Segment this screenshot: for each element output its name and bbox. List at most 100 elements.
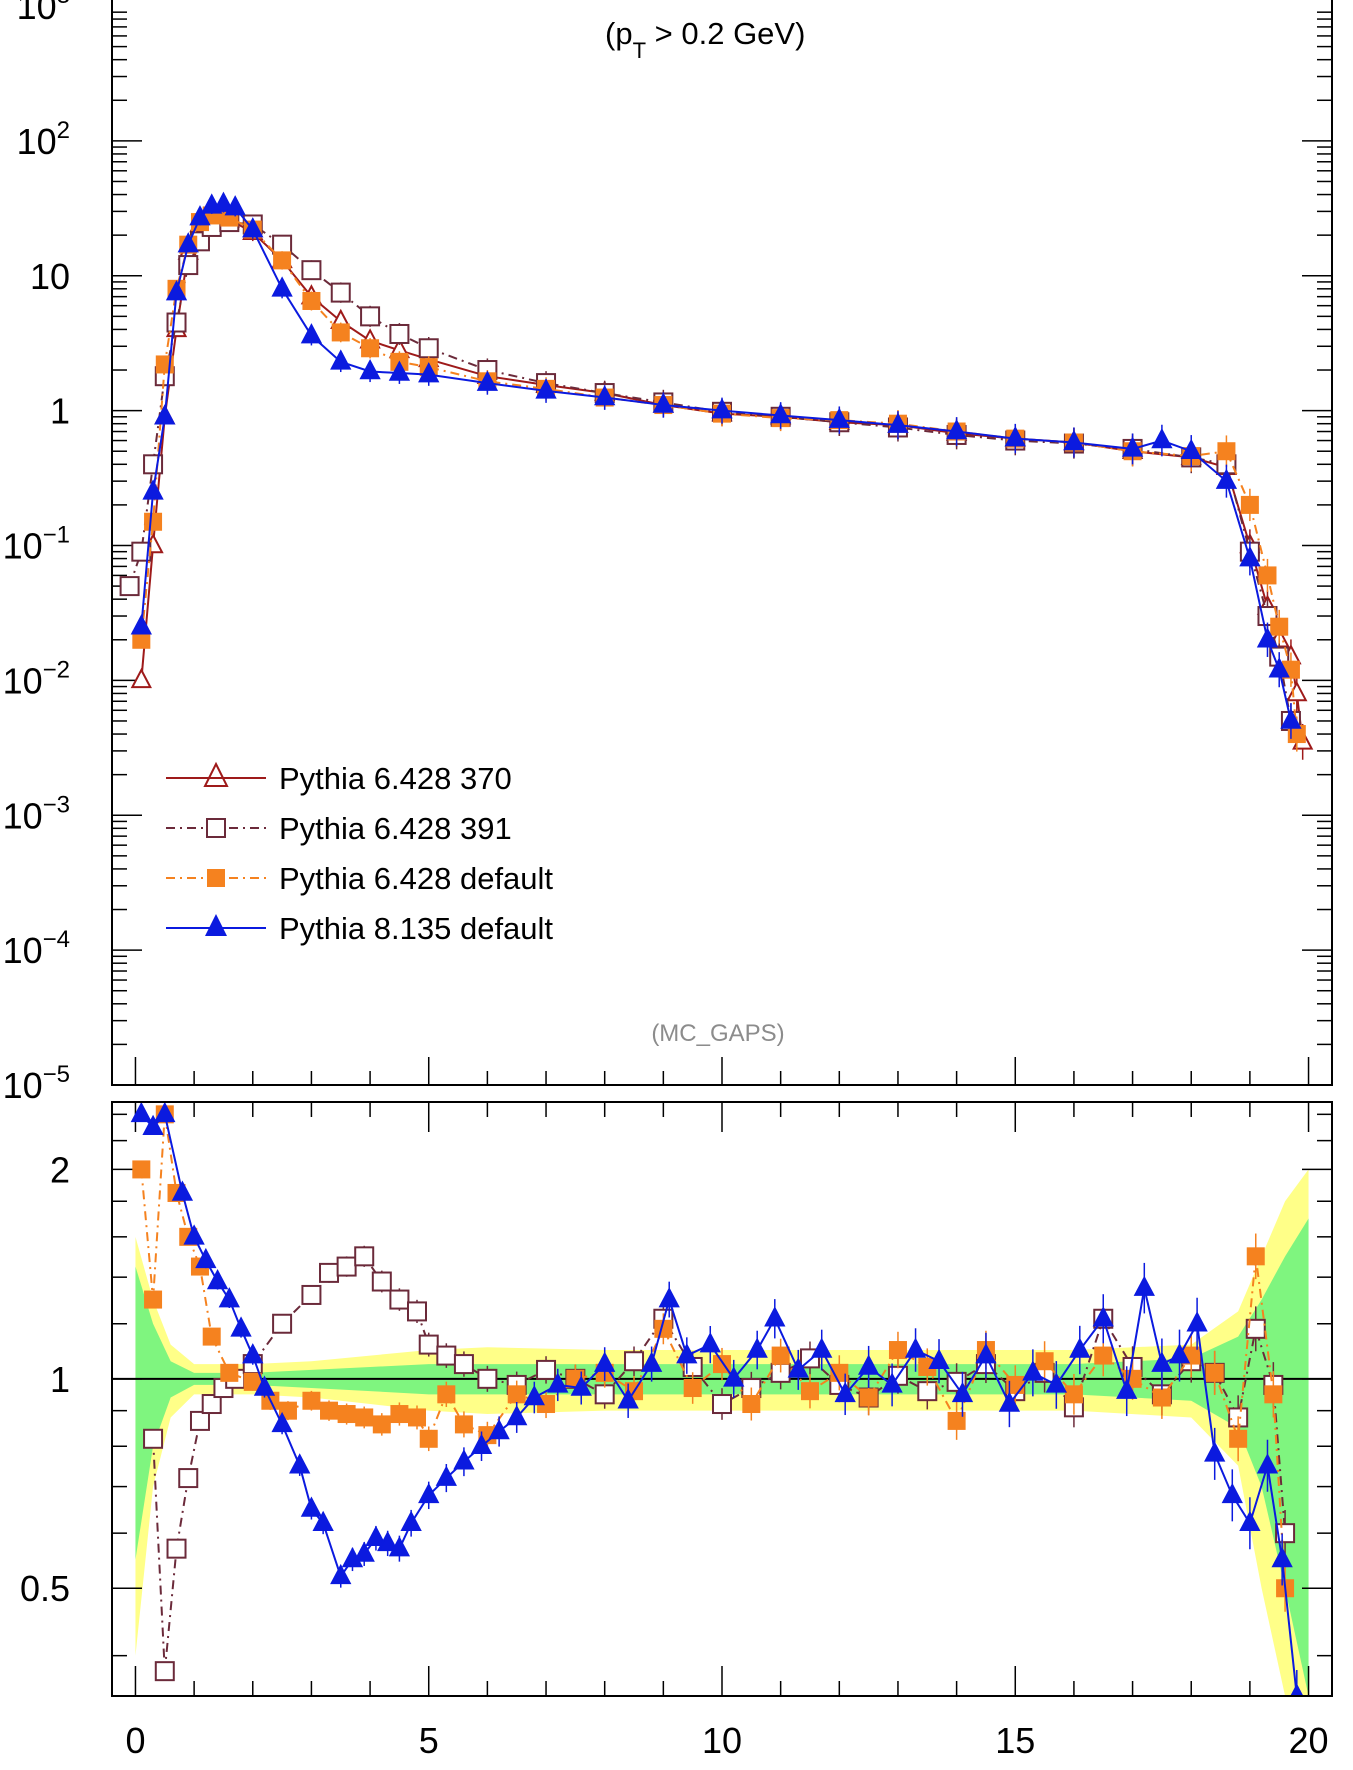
data-point [1205, 1363, 1224, 1382]
data-point [951, 1381, 974, 1403]
legend-entry-pythia8-default: Pythia 8.135 default [166, 911, 553, 946]
data-point [1180, 438, 1202, 459]
data-point [1064, 1385, 1083, 1404]
legend-label: Pythia 6.428 370 [279, 761, 512, 796]
data-point [1287, 725, 1306, 744]
data-point [454, 1415, 473, 1434]
data-point [1092, 1306, 1114, 1327]
data-point [594, 1384, 615, 1405]
y-tick-label: 102 [17, 117, 70, 162]
data-point [712, 1394, 732, 1415]
data-point [1256, 1453, 1279, 1474]
data-point [453, 1449, 475, 1470]
data-point [132, 630, 151, 649]
data-point [834, 1381, 856, 1403]
data-point [945, 419, 968, 440]
y-tick-label: 10−4 [3, 926, 70, 971]
main-axis-ticks [112, 11, 1332, 1086]
x-tick-label: 5 [419, 1720, 439, 1761]
data-point [119, 576, 140, 597]
data-point [183, 1224, 205, 1245]
data-point [178, 1468, 199, 1489]
data-point [1152, 1388, 1171, 1407]
data-point [859, 1388, 878, 1407]
data-point [746, 1337, 768, 1358]
data-point [928, 1348, 950, 1369]
data-point [658, 1287, 680, 1308]
ratio-plot-frame [111, 1101, 1333, 1697]
data-point [400, 1510, 422, 1532]
main-series-1 [119, 212, 1301, 739]
x-tick-label: 10 [702, 1720, 742, 1761]
ratio-series-line [152, 1255, 1287, 1672]
data-point [302, 1391, 321, 1410]
data-point [888, 1341, 907, 1360]
data-point [507, 1385, 526, 1404]
data-point [1239, 1510, 1261, 1532]
ratio-frame-border [111, 1101, 1333, 1697]
main-series-2 [132, 206, 1306, 752]
cut-annotation: (pT > 0.2 GeV) [605, 16, 805, 63]
data-point [388, 1536, 411, 1557]
data-point [1186, 1311, 1208, 1332]
data-point [359, 359, 381, 380]
data-point [570, 1375, 592, 1396]
data-point [320, 1401, 339, 1420]
open-square-marker-icon [206, 818, 226, 838]
data-point [189, 205, 211, 226]
data-point [220, 1363, 239, 1382]
data-point [652, 392, 675, 413]
data-point [523, 1385, 545, 1406]
data-point [881, 1372, 903, 1393]
data-point [1290, 1683, 1304, 1696]
data-point [371, 1271, 392, 1292]
data-point [771, 1346, 790, 1365]
legend-label: Pythia 6.428 391 [279, 811, 512, 846]
data-point [389, 1289, 410, 1310]
data-point [506, 1404, 528, 1426]
data-point [130, 1102, 152, 1123]
data-point [154, 1661, 175, 1682]
data-point [407, 1301, 427, 1322]
legend-label: Pythia 6.428 default [279, 861, 553, 896]
data-point [388, 360, 411, 381]
y-tick-label: 103 [17, 0, 70, 27]
data-point [617, 1388, 639, 1409]
data-point [676, 1343, 698, 1364]
data-point [769, 403, 792, 424]
data-point [142, 479, 164, 500]
data-point [372, 1415, 391, 1434]
data-point [1168, 1343, 1191, 1364]
data-point [723, 1366, 745, 1387]
data-point [154, 1102, 176, 1123]
data-point [331, 323, 350, 342]
data-point [1258, 566, 1277, 585]
y-tick-label: 10−3 [3, 791, 70, 836]
data-point [1133, 1275, 1155, 1296]
data-point [354, 1246, 375, 1267]
main-plot-frame [111, 0, 1333, 1086]
data-point [171, 1180, 194, 1201]
data-point [1121, 436, 1144, 457]
ratio-y-tick-labels: 0.5 1 2 [20, 1149, 70, 1609]
data-point [389, 323, 410, 344]
analysis-watermark: (MC_GAPS) [651, 1020, 784, 1047]
data-point [1022, 1360, 1044, 1381]
main-y-tick-labels: 10310210110−110−210−310−410−5 [3, 0, 70, 1106]
data-point [418, 1334, 439, 1355]
legend-entry-pythia6-391: Pythia 6.428 391 [166, 811, 512, 846]
data-point [154, 404, 176, 425]
data-point [1239, 546, 1261, 567]
data-point [711, 398, 733, 419]
legend-entry-pythia6-default: Pythia 6.428 default [166, 861, 553, 896]
data-point [144, 1290, 163, 1309]
data-point [201, 1394, 222, 1415]
data-point [1151, 428, 1173, 449]
data-point [132, 1160, 151, 1179]
filled-triangle-marker-icon [205, 914, 227, 936]
data-point [742, 1395, 761, 1414]
data-point [1094, 1346, 1113, 1365]
data-point [300, 1496, 323, 1517]
data-point [1256, 627, 1279, 648]
data-point [536, 1359, 557, 1380]
